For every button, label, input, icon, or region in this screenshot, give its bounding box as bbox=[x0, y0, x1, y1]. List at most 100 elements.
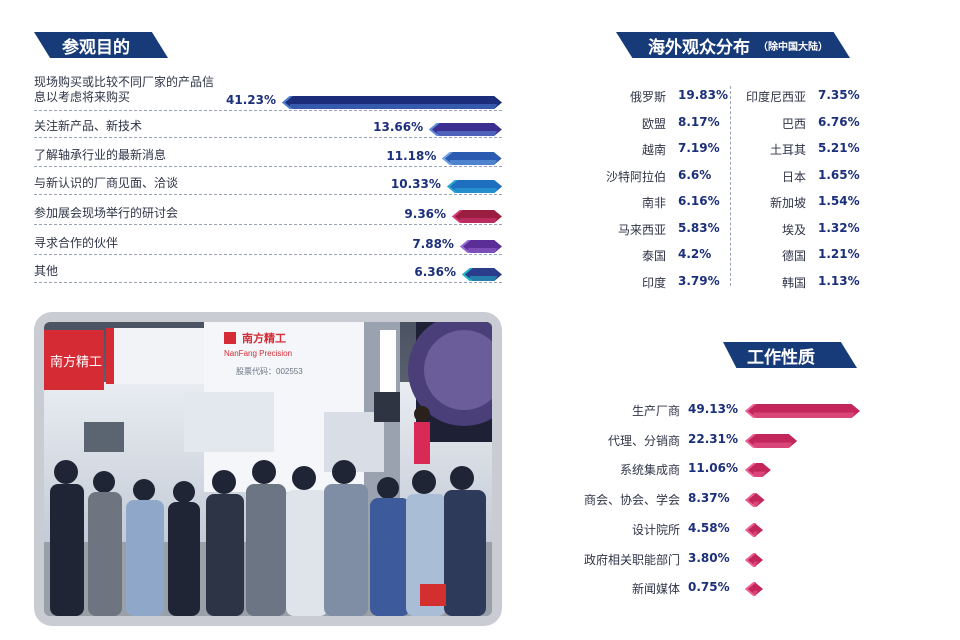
work-bar bbox=[745, 462, 771, 481]
overseas-country-value: 1.32% bbox=[818, 220, 860, 235]
work-bar bbox=[745, 492, 765, 511]
overseas-country-value: 6.6% bbox=[678, 167, 712, 182]
overseas-country-value: 8.17% bbox=[678, 114, 720, 129]
overseas-country-value: 1.54% bbox=[818, 194, 860, 208]
purpose-value-label: 13.66% bbox=[373, 120, 424, 134]
purpose-value-label: 7.88% bbox=[412, 237, 454, 251]
overseas-subtitle-text: （除中国大陆） bbox=[758, 41, 828, 53]
work-bar-shape bbox=[745, 433, 798, 448]
overseas-country-name: 泰国 bbox=[641, 249, 666, 263]
purpose-bar-shape bbox=[459, 240, 502, 253]
overseas-country-value: 6.76% bbox=[818, 114, 860, 129]
exhibition-scene-illustration: 南方精工 南方精工 NanFang Precision 股票代码：002553 bbox=[44, 322, 492, 616]
work-category-label: 系统集成商 bbox=[619, 463, 680, 478]
overseas-country-name: 土耳其 bbox=[769, 143, 806, 157]
overseas-country-name: 日本 bbox=[781, 169, 806, 184]
work-bar-shape bbox=[745, 522, 763, 537]
purpose-row: 参加展会现场举行的研讨会 9.36% bbox=[34, 202, 502, 225]
overseas-title-text: 海外观众分布 bbox=[648, 37, 750, 58]
work-title-text: 工作性质 bbox=[747, 347, 815, 368]
work-value-label: 49.13% bbox=[688, 402, 738, 416]
purpose-row: 现场购买或比较不同厂家的产品信息以考虑将来购买 41.23% bbox=[34, 72, 502, 111]
overseas-country-name: 印度 bbox=[641, 275, 666, 290]
purpose-bar-shape bbox=[442, 152, 502, 165]
overseas-country-name: 越南 bbox=[641, 143, 666, 157]
work-value-label: 3.80% bbox=[688, 550, 730, 565]
purpose-label: 关注新产品、新技术 bbox=[34, 119, 143, 133]
work-section-title: 工作性质 bbox=[723, 342, 857, 368]
purpose-label: 与新认识的厂商见面、洽谈 bbox=[34, 176, 179, 190]
work-category-label: 政府相关职能部门 bbox=[583, 552, 680, 567]
overseas-country-value: 4.2% bbox=[678, 247, 712, 261]
purpose-row: 寻求合作的伙伴 7.88% bbox=[34, 232, 502, 255]
purpose-bar-shape bbox=[429, 123, 502, 136]
work-bar bbox=[745, 403, 860, 422]
purpose-value-label: 11.18% bbox=[386, 149, 437, 163]
purpose-title-text: 参观目的 bbox=[62, 37, 130, 58]
work-category-label: 生产厂商 bbox=[631, 404, 680, 418]
work-bar-shape bbox=[745, 493, 765, 508]
work-value-label: 4.58% bbox=[688, 520, 730, 535]
work-bar-shape bbox=[745, 582, 763, 597]
purpose-bar bbox=[282, 94, 502, 109]
work-value-label: 11.06% bbox=[688, 461, 738, 476]
overseas-country-value: 5.21% bbox=[818, 141, 860, 155]
purpose-value-label: 6.36% bbox=[414, 265, 456, 279]
overseas-country-value: 19.83% bbox=[678, 88, 728, 102]
overseas-country-name: 韩国 bbox=[781, 275, 806, 290]
work-bar bbox=[745, 552, 763, 571]
work-bar bbox=[745, 581, 763, 600]
overseas-country-name: 德国 bbox=[781, 249, 806, 263]
overseas-country-name: 巴西 bbox=[781, 116, 806, 131]
overseas-country-name: 沙特阿拉伯 bbox=[605, 169, 666, 184]
overseas-country-name: 俄罗斯 bbox=[629, 90, 666, 104]
overseas-country-name: 欧盟 bbox=[641, 116, 666, 131]
purpose-label: 寻求合作的伙伴 bbox=[34, 236, 119, 250]
work-category-label: 商会、协会、学会 bbox=[583, 493, 680, 508]
purpose-bar bbox=[429, 121, 502, 136]
purpose-bar-shape bbox=[452, 210, 502, 223]
purpose-label: 现场购买或比较不同厂家的产品信息以考虑将来购买 bbox=[34, 75, 215, 104]
purpose-bar-shape bbox=[282, 96, 502, 109]
purpose-bar-shape bbox=[462, 268, 502, 281]
exhibition-photo: 南方精工 南方精工 NanFang Precision 股票代码：002553 bbox=[44, 322, 492, 616]
work-value-label: 0.75% bbox=[688, 580, 730, 595]
overseas-country-name: 马来西亚 bbox=[617, 222, 666, 237]
overseas-country-name: 新加坡 bbox=[769, 196, 806, 210]
overseas-country-name: 印度尼西亚 bbox=[745, 90, 806, 104]
purpose-bar bbox=[459, 238, 502, 253]
purpose-value-label: 10.33% bbox=[390, 177, 441, 191]
overseas-country-value: 6.16% bbox=[678, 194, 720, 208]
purpose-value-label: 9.36% bbox=[404, 207, 447, 221]
purpose-label: 参加展会现场举行的研讨会 bbox=[34, 206, 179, 220]
work-bar-shape bbox=[745, 463, 771, 478]
purpose-row: 关注新产品、新技术 13.66% bbox=[34, 115, 502, 138]
booth-left-sign: 南方精工 bbox=[50, 354, 102, 369]
booth-stock-code-text: 股票代码：002553 bbox=[236, 366, 303, 376]
overseas-country-name: 埃及 bbox=[781, 222, 806, 237]
overseas-section-title: 海外观众分布 （除中国大陆） bbox=[616, 32, 850, 58]
purpose-section-title: 参观目的 bbox=[34, 32, 168, 58]
purpose-value-label: 41.23% bbox=[226, 93, 276, 107]
booth-brand-en-text: NanFang Precision bbox=[224, 349, 292, 358]
work-bar-shape bbox=[745, 404, 860, 418]
work-value-label: 22.31% bbox=[688, 431, 738, 446]
purpose-row: 其他 6.36% bbox=[34, 260, 502, 283]
overseas-country-value: 1.65% bbox=[818, 167, 860, 182]
purpose-bar bbox=[462, 266, 502, 281]
overseas-country-value: 1.13% bbox=[818, 273, 860, 288]
overseas-country-name: 南非 bbox=[641, 196, 666, 210]
purpose-label: 了解轴承行业的最新消息 bbox=[34, 148, 167, 162]
overseas-country-value: 1.21% bbox=[818, 247, 860, 261]
work-value-label: 8.37% bbox=[688, 491, 730, 506]
purpose-bar-shape bbox=[446, 180, 502, 193]
work-bar-shape bbox=[745, 552, 763, 567]
overseas-column-divider bbox=[730, 86, 731, 286]
work-category-label: 代理、分销商 bbox=[607, 433, 680, 448]
purpose-label: 其他 bbox=[34, 264, 59, 278]
purpose-row: 与新认识的厂商见面、洽谈 10.33% bbox=[34, 172, 502, 195]
purpose-row: 了解轴承行业的最新消息 11.18% bbox=[34, 144, 502, 167]
purpose-bar bbox=[446, 178, 502, 193]
overseas-country-value: 7.35% bbox=[818, 88, 860, 102]
overseas-country-value: 7.19% bbox=[678, 141, 720, 155]
